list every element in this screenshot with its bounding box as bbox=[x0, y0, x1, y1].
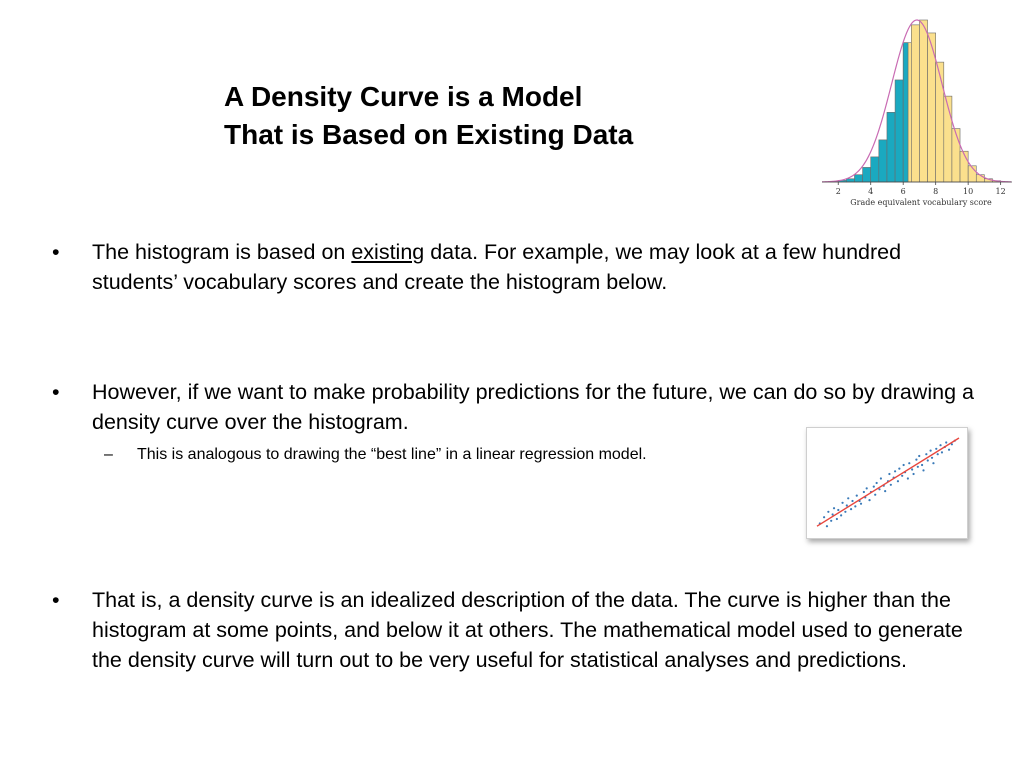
scatter-point bbox=[884, 490, 887, 493]
scatter-point bbox=[835, 517, 838, 521]
bullet-marker: • bbox=[52, 380, 60, 404]
scatter-point bbox=[847, 497, 850, 500]
scatter-point bbox=[922, 469, 925, 472]
scatter-point bbox=[908, 462, 911, 465]
scatter-point bbox=[862, 490, 865, 494]
title-line-2: That is Based on Existing Data bbox=[224, 119, 634, 150]
scatter-point bbox=[947, 448, 951, 451]
bullet-text: However, if we want to make probability … bbox=[92, 380, 974, 434]
scatter-point bbox=[925, 453, 928, 456]
scatter-point bbox=[926, 459, 929, 462]
scatter-point bbox=[912, 472, 915, 476]
scatter-point bbox=[906, 477, 909, 480]
histogram-bar bbox=[862, 167, 872, 183]
scatter-point bbox=[911, 468, 914, 471]
scatter-chart bbox=[816, 437, 960, 528]
histogram-bar bbox=[951, 128, 961, 183]
bullet-marker: • bbox=[52, 588, 60, 612]
scatter-point bbox=[845, 504, 848, 507]
scatter-point bbox=[832, 507, 836, 510]
x-tick-label: 12 bbox=[996, 187, 1006, 196]
x-axis-label: Grade equivalent vocabulary score bbox=[850, 198, 992, 207]
histogram-chart: 2 4 6 8 10 12 Grade equivalent vocabulary scor… bbox=[821, 19, 1012, 207]
scatter-point bbox=[823, 516, 826, 519]
histogram-bar bbox=[894, 79, 904, 183]
scatter-point bbox=[875, 481, 878, 485]
histogram-bar bbox=[870, 156, 880, 183]
scatter-point bbox=[878, 488, 881, 491]
histogram-bar bbox=[935, 61, 945, 183]
histogram-figure: 2 4 6 8 10 12 Grade equivalent vocabulary scor… bbox=[818, 14, 1014, 212]
slide-title: A Density Curve is a Model That is Based… bbox=[224, 78, 633, 154]
scatter-point bbox=[827, 510, 830, 513]
x-tick-label: 2 bbox=[836, 187, 841, 196]
scatter-point bbox=[945, 441, 948, 444]
scatter-point bbox=[889, 483, 892, 486]
x-tick-label: 8 bbox=[933, 187, 938, 196]
scatter-point bbox=[936, 453, 939, 456]
bullet-existing-data: • The histogram is based on existing dat… bbox=[52, 237, 982, 297]
scatter-point bbox=[920, 463, 924, 467]
histogram-bar-shaded bbox=[902, 42, 909, 183]
histogram-bar bbox=[943, 95, 953, 183]
density-curve bbox=[821, 19, 1012, 183]
bullet-probability-predictions: • However, if we want to make probabilit… bbox=[52, 377, 982, 437]
scatter-point bbox=[918, 454, 921, 458]
scatter-point bbox=[851, 499, 854, 503]
x-tick-label: 10 bbox=[963, 187, 973, 196]
underlined-existing: existing bbox=[351, 240, 425, 264]
histogram-bar bbox=[854, 174, 863, 183]
bullet-text: That is, a density curve is an idealized… bbox=[92, 588, 963, 672]
scatter-point bbox=[855, 494, 858, 497]
scatter-point bbox=[888, 472, 891, 476]
scatter-point bbox=[849, 508, 853, 511]
scatter-point bbox=[935, 447, 938, 450]
histogram-bar bbox=[911, 24, 920, 183]
scatter-point bbox=[844, 510, 847, 513]
bullet-marker: • bbox=[52, 240, 60, 264]
bullet-text: The histogram is based on existing data.… bbox=[92, 240, 902, 294]
scatter-point bbox=[831, 513, 834, 516]
subbullet-text: This is analogous to drawing the “best l… bbox=[137, 446, 647, 463]
histogram-bar bbox=[886, 112, 896, 183]
scatter-point bbox=[830, 519, 833, 522]
scatter-point bbox=[879, 477, 882, 480]
scatter-point bbox=[940, 451, 944, 454]
scatter-point bbox=[896, 480, 900, 483]
scatter-point bbox=[916, 465, 919, 468]
title-line-1: A Density Curve is a Model bbox=[224, 81, 583, 112]
subbullet-marker: – bbox=[104, 446, 113, 463]
scatter-point bbox=[868, 499, 871, 502]
scatter-point bbox=[872, 485, 875, 488]
scatter-point bbox=[874, 493, 877, 496]
scatter-point bbox=[825, 525, 829, 528]
scatter-point bbox=[841, 501, 844, 504]
scatter-plot-figure bbox=[806, 427, 968, 539]
scatter-point bbox=[894, 470, 897, 473]
regression-line bbox=[816, 437, 960, 527]
histogram-bar bbox=[959, 150, 969, 183]
scatter-point bbox=[898, 467, 901, 470]
x-tick-label: 4 bbox=[868, 187, 873, 196]
scatter-point bbox=[840, 514, 843, 517]
scatter-point bbox=[915, 458, 918, 461]
scatter-point bbox=[950, 443, 953, 446]
subbullet-best-line: – This is analogous to drawing the “best… bbox=[104, 444, 647, 466]
scatter-point bbox=[930, 456, 934, 459]
scatter-point bbox=[901, 474, 904, 477]
scatter-point bbox=[854, 505, 857, 508]
histogram-bar bbox=[878, 139, 888, 183]
scatter-point bbox=[859, 502, 863, 505]
x-tick-label: 6 bbox=[901, 187, 906, 196]
scatter-point bbox=[837, 508, 840, 512]
bullet-idealized-description: • That is, a density curve is an idealiz… bbox=[52, 585, 982, 675]
scatter-point bbox=[932, 462, 935, 465]
histogram-bar bbox=[919, 19, 928, 183]
scatter-point bbox=[929, 449, 932, 452]
scatter-point bbox=[939, 444, 942, 447]
scatter-point bbox=[865, 487, 868, 490]
scatter-point bbox=[902, 463, 905, 467]
histogram-bar bbox=[846, 178, 855, 183]
